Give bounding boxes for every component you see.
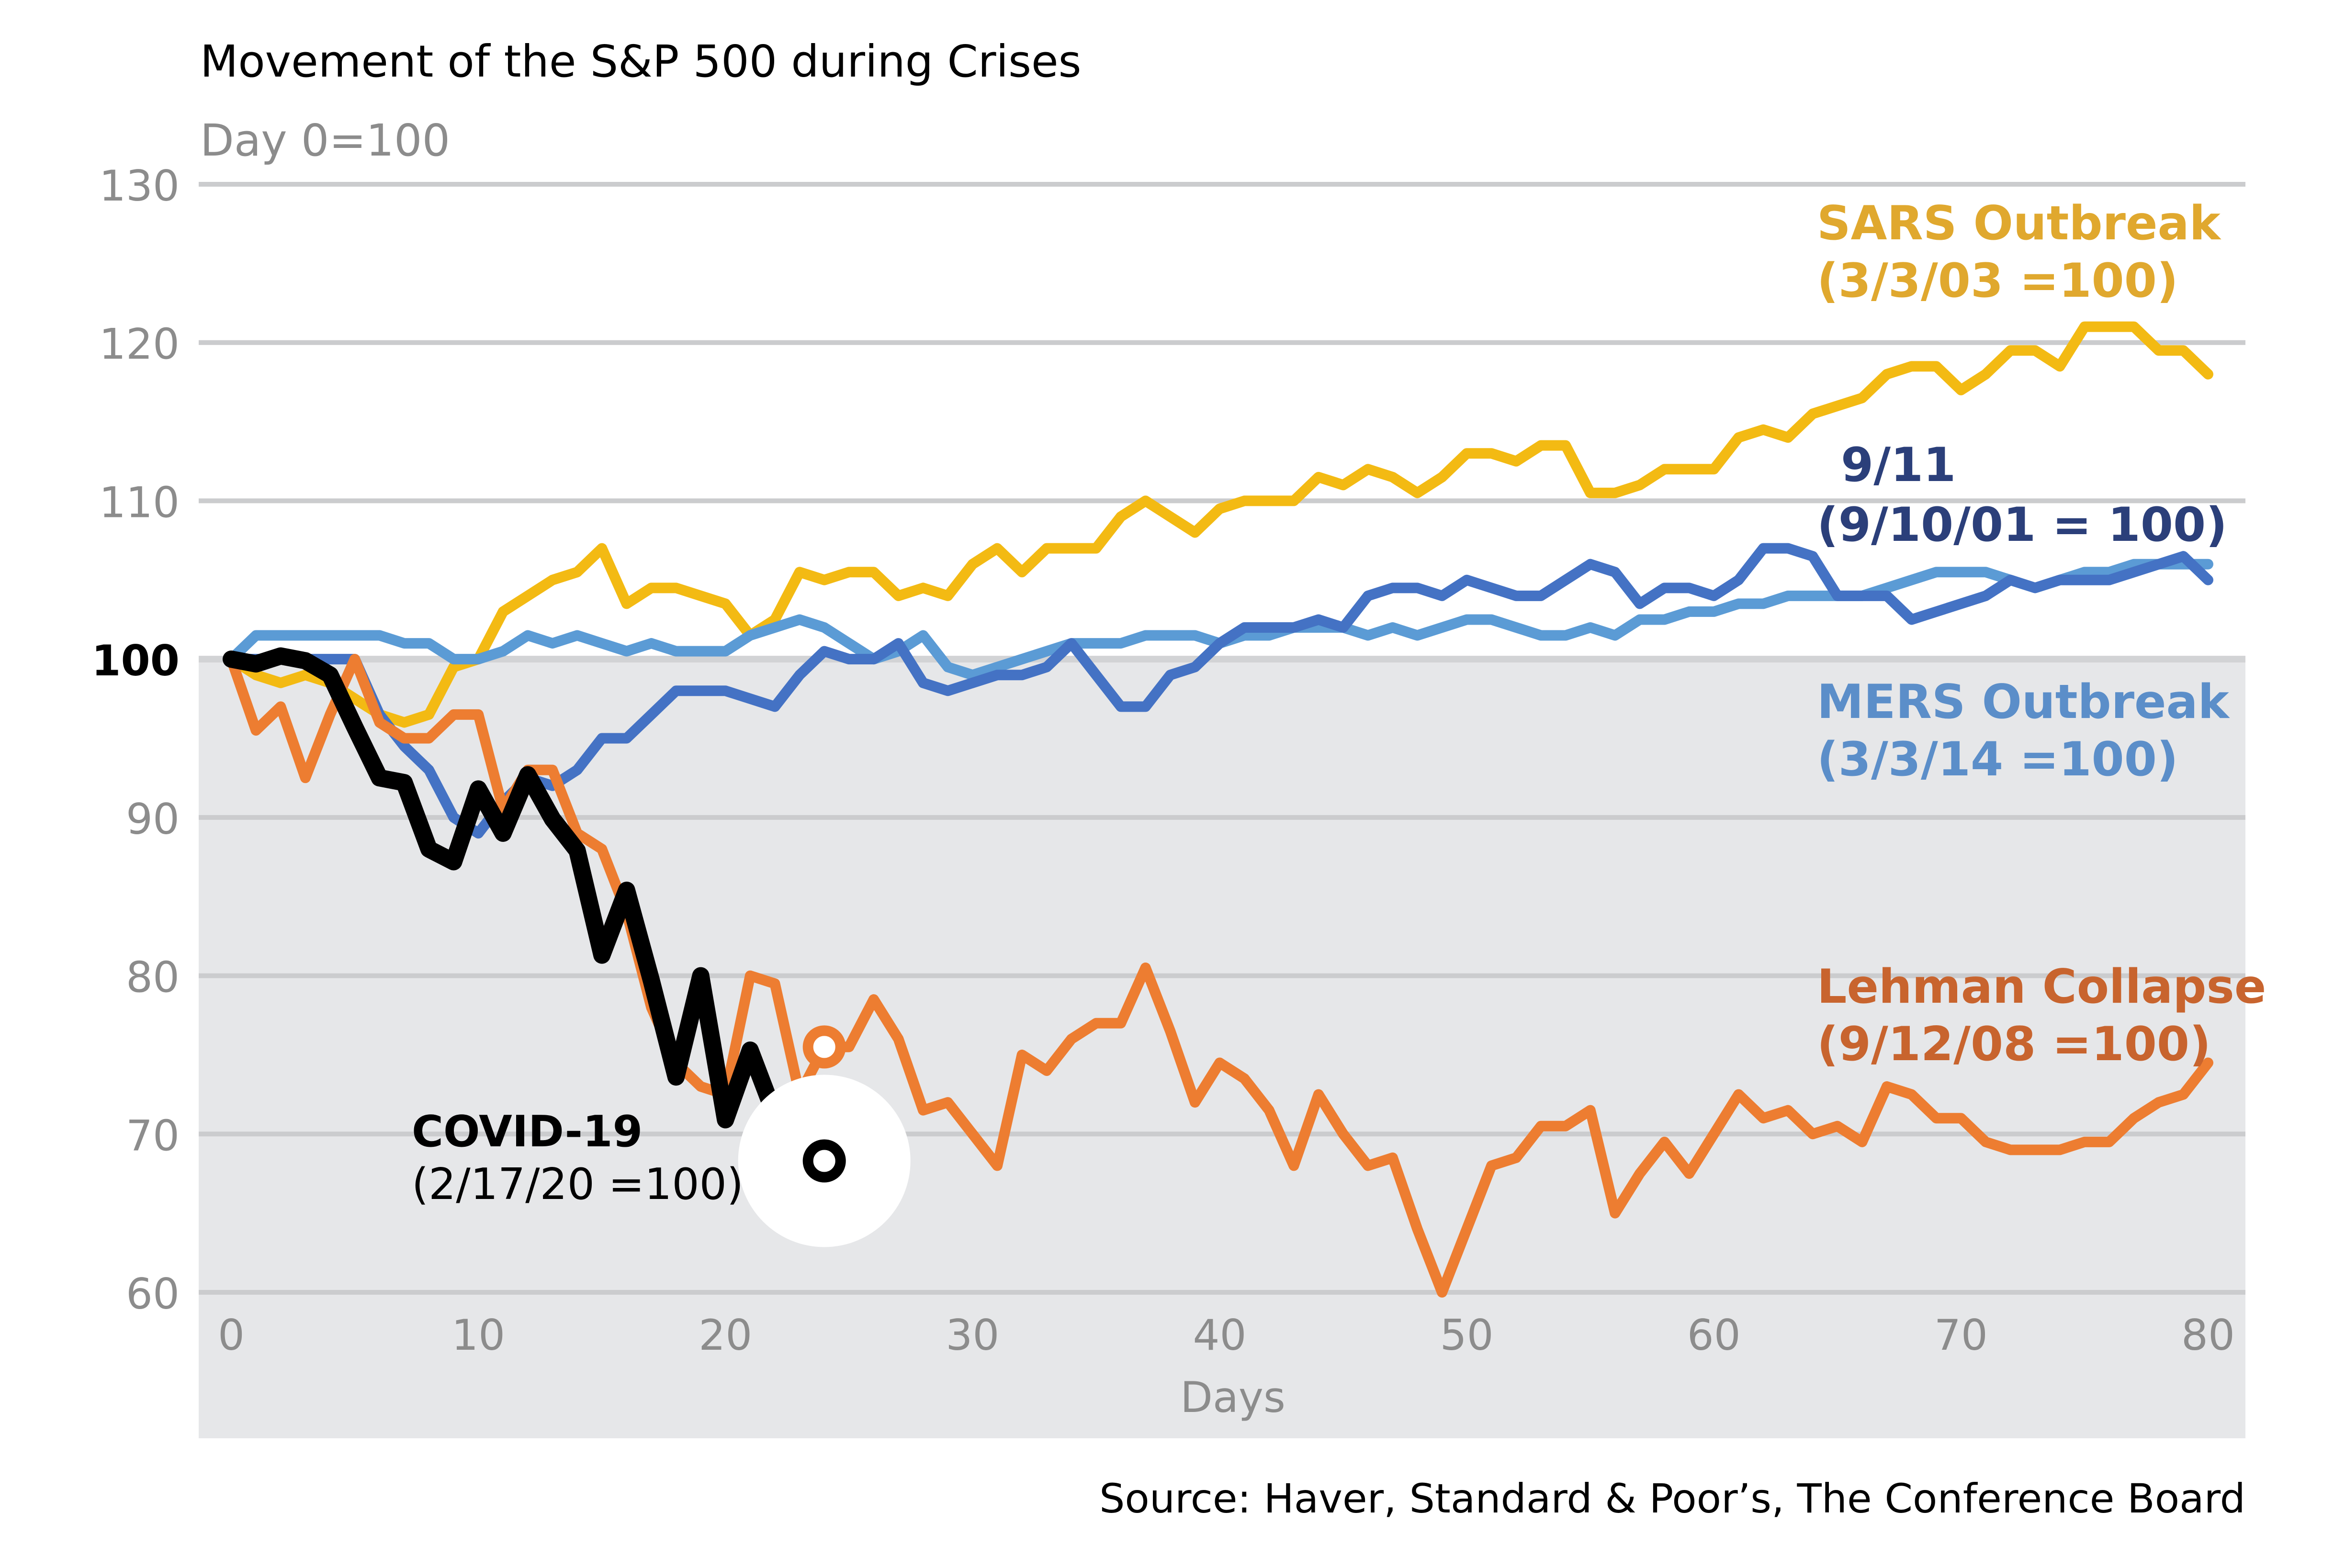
x-tick-label: 20 — [699, 1310, 752, 1360]
series-label-covid: COVID-19 — [412, 1107, 643, 1157]
series-label-mers: MERS Outbreak — [1817, 675, 2231, 729]
series-sublabel-nine11: (9/10/01 = 100) — [1817, 498, 2227, 552]
chart: 60 70 80 90 100 110 120 130 0 10 20 30 40 50 60 70 80 Day… — [0, 0, 2334, 1566]
series-label-sars: SARS Outbreak — [1817, 196, 2222, 251]
chart-subtitle: Day 0=100 — [200, 115, 450, 166]
x-tick-label: 40 — [1193, 1310, 1247, 1360]
y-tick-label: 110 — [99, 478, 180, 527]
y-tick-label: 130 — [99, 161, 180, 211]
y-tick-label: 120 — [99, 320, 180, 369]
x-tick-label: 30 — [946, 1310, 999, 1360]
y-tick-label: 70 — [126, 1111, 180, 1160]
series-sublabel-sars: (3/3/03 =100) — [1817, 254, 2178, 308]
series-label-nine11: 9/11 — [1841, 438, 1956, 493]
endpoint-marker-lehman — [808, 1030, 841, 1063]
series-sublabel-mers: (3/3/14 =100) — [1817, 732, 2178, 787]
y-tick-label: 60 — [126, 1269, 180, 1319]
endpoint-marker-covid — [808, 1145, 841, 1177]
source-note: Source: Haver, Standard & Poor’s, The Co… — [1099, 1475, 2245, 1522]
x-tick-label: 60 — [1687, 1310, 1741, 1360]
series-sublabel-covid: (2/17/20 =100) — [412, 1159, 744, 1210]
series-sublabel-lehman: (9/12/08 =100) — [1817, 1017, 2211, 1072]
chart-title: Movement of the S&P 500 during Crises — [200, 36, 1082, 87]
y-tick-label: 100 — [91, 636, 180, 685]
line-chart-svg: 60 70 80 90 100 110 120 130 0 10 20 30 40 50 60 70 80 Day… — [0, 0, 2334, 1566]
x-tick-label: 10 — [451, 1310, 505, 1360]
series-label-lehman: Lehman Collapse — [1817, 960, 2266, 1014]
x-tick-label: 0 — [218, 1310, 245, 1360]
y-tick-label: 80 — [126, 953, 180, 1002]
x-axis-label: Days — [1180, 1373, 1285, 1422]
x-tick-label: 70 — [1934, 1310, 1988, 1360]
x-tick-label: 80 — [2181, 1310, 2235, 1360]
x-tick-label: 50 — [1440, 1310, 1494, 1360]
y-tick-label: 90 — [126, 795, 180, 844]
